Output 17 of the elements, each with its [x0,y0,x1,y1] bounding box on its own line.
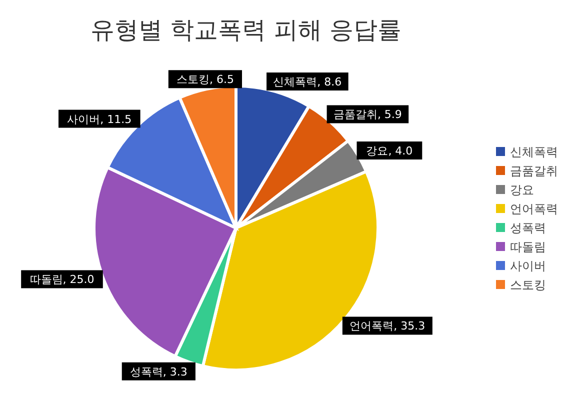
data-label: 언어폭력, 35.3 [350,320,426,333]
data-label: 금품갈취, 5.9 [333,108,402,122]
data-label: 성폭력, 3.3 [130,365,188,378]
data-label: 따돌림, 25.0 [30,273,94,286]
legend-label: 성폭력 [510,221,546,235]
data-label: 스토킹, 6.5 [176,73,234,86]
legend-label: 신체폭력 [510,145,558,159]
legend-label: 강요 [510,183,534,197]
data-label: 강요, 4.0 [366,144,413,158]
legend-label: 금품갈취 [510,164,558,178]
legend-label: 사이버 [510,259,546,273]
legend-label: 스토킹 [510,278,546,292]
legend-label: 따돌림 [510,240,546,254]
chart-title: 유형별 학교폭력 피해 응답률 [90,16,402,44]
legend-label: 언어폭력 [510,202,558,216]
data-label: 신체폭력, 8.6 [273,76,342,89]
data-label: 사이버, 11.5 [67,112,132,126]
